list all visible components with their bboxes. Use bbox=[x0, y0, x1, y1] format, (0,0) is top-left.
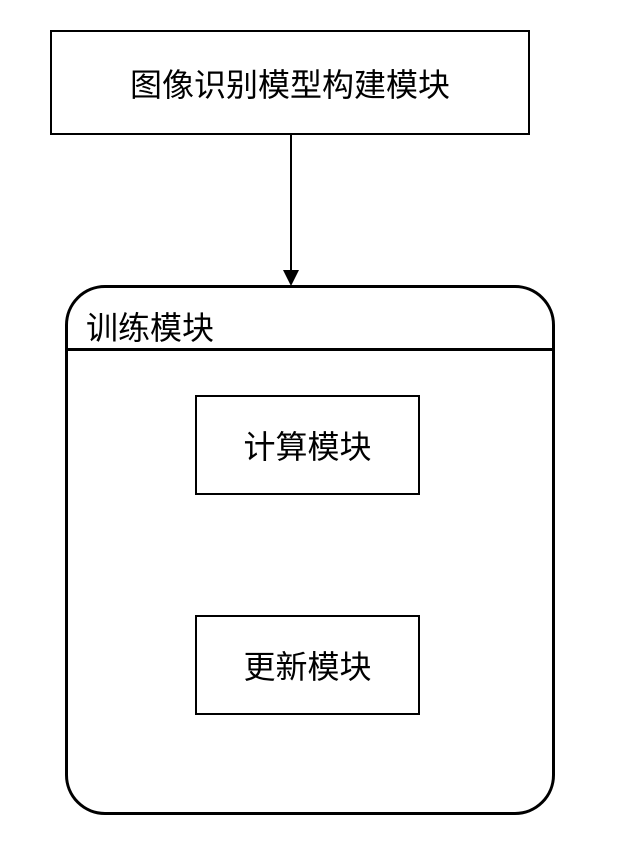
update-module-label: 更新模块 bbox=[243, 642, 371, 688]
arrow-connector-head bbox=[283, 270, 299, 286]
training-module-title: 训练模块 bbox=[86, 303, 214, 349]
top-module-label: 图像识别模型构建模块 bbox=[130, 60, 450, 106]
top-module-box: 图像识别模型构建模块 bbox=[50, 30, 530, 135]
arrow-connector-line bbox=[290, 135, 292, 270]
compute-module-label: 计算模块 bbox=[243, 422, 371, 468]
training-module-container: 训练模块 bbox=[65, 285, 555, 815]
compute-module-box: 计算模块 bbox=[195, 395, 420, 495]
container-divider-line bbox=[68, 348, 552, 351]
update-module-box: 更新模块 bbox=[195, 615, 420, 715]
